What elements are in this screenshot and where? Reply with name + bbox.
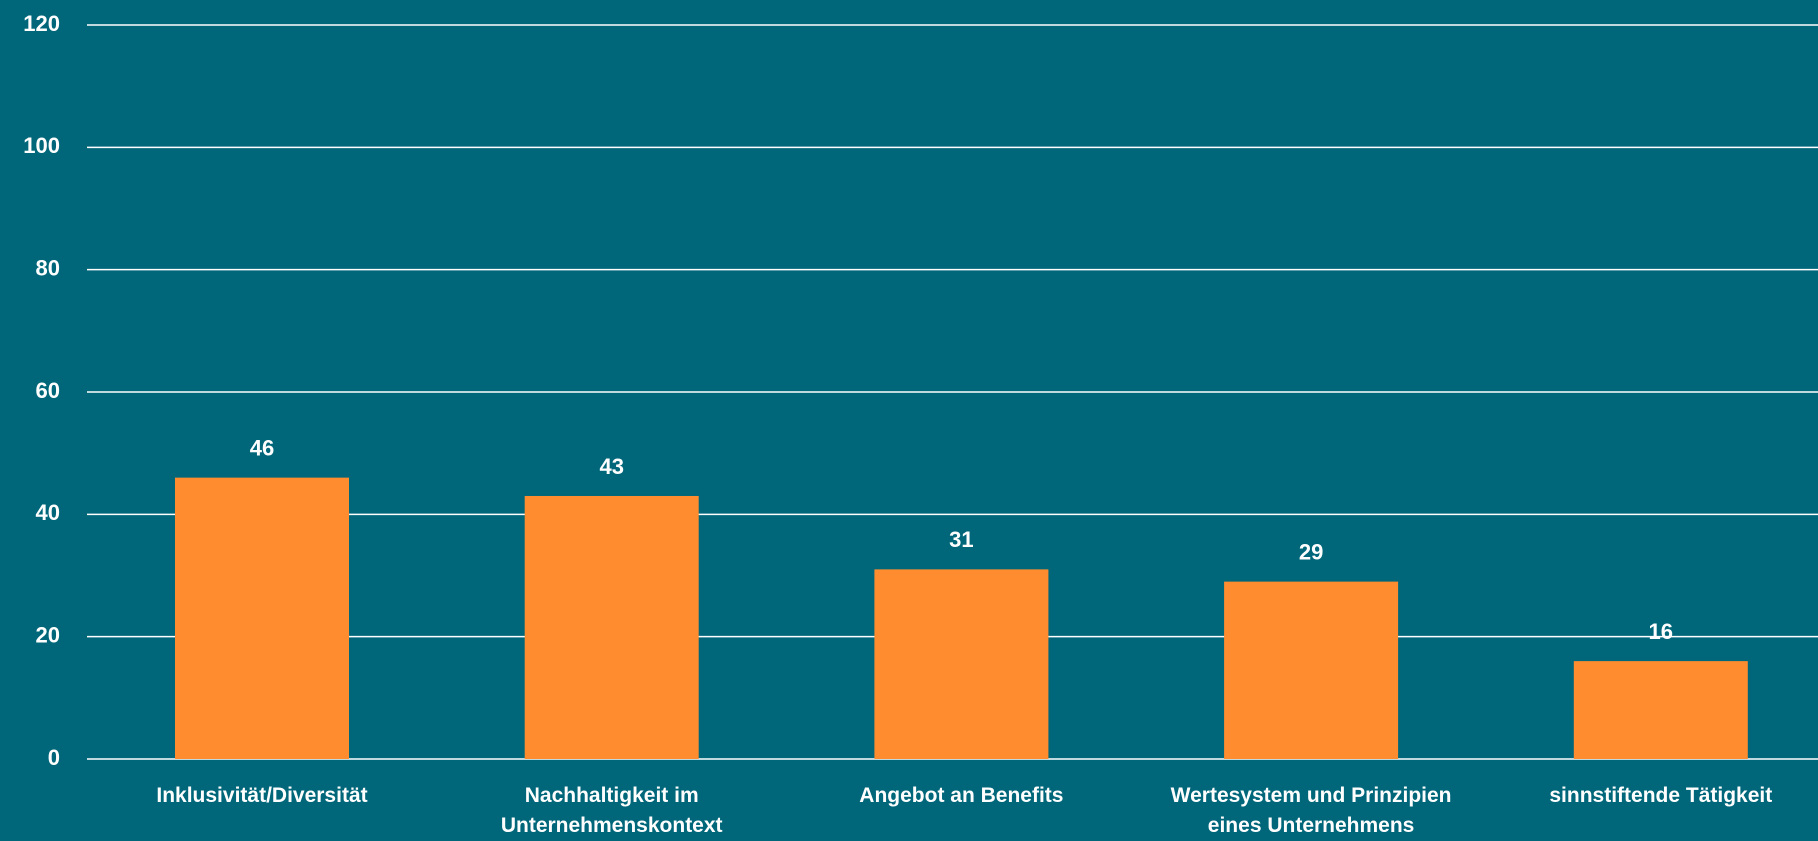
x-tick-label: Wertesystem und Prinzipien eines Unterne… — [1170, 784, 1452, 837]
y-tick-label: 60 — [36, 378, 60, 403]
y-tick-label: 20 — [36, 622, 60, 647]
y-tick-label: 100 — [23, 133, 60, 158]
data-label: 31 — [949, 527, 973, 552]
bar — [175, 477, 349, 759]
bar — [1573, 661, 1748, 759]
data-label: 29 — [1299, 539, 1323, 564]
y-tick-label: 40 — [36, 500, 60, 525]
data-label: 46 — [250, 435, 274, 460]
data-label: 43 — [599, 454, 623, 479]
data-label: 16 — [1649, 619, 1673, 644]
x-tick-label: sinnstiftende Tätigkeit — [1549, 784, 1773, 807]
x-tick-label: Angebot an Benefits — [859, 784, 1064, 807]
bar — [524, 495, 699, 759]
bar — [1224, 581, 1399, 759]
y-tick-label: 120 — [23, 11, 60, 36]
y-tick-label: 80 — [36, 255, 60, 280]
y-tick-label: 0 — [48, 745, 60, 770]
x-tick-label: Nachhaltigkeit im Unternehmenskontext — [500, 784, 723, 837]
x-tick-label: Inklusivität/Diversität — [156, 784, 368, 807]
bar — [874, 569, 1049, 759]
